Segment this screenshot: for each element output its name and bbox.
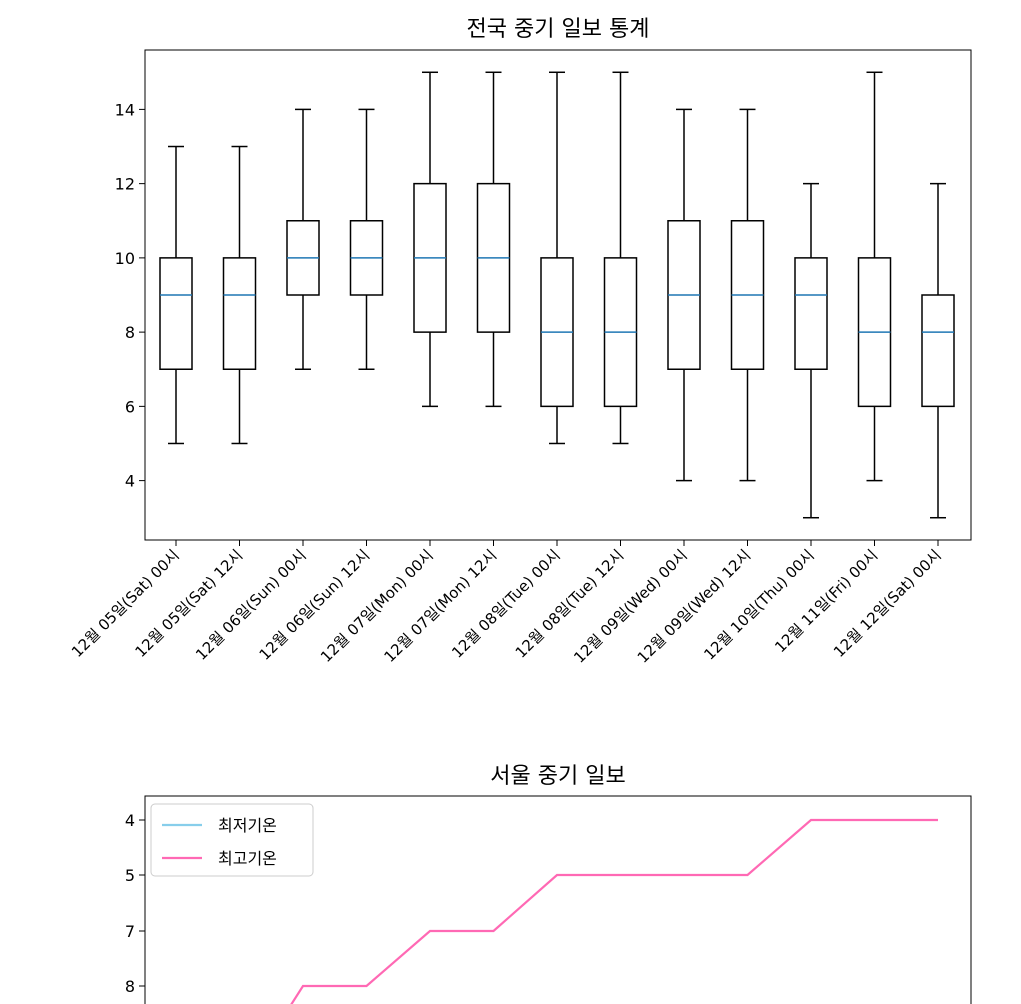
line-chart-title: 서울 중기 일보 (490, 764, 625, 789)
box-chart-title: 전국 중기 일보 통계 (467, 17, 650, 42)
x-tick-label: 12월 08일(Tue) 00시 (448, 546, 564, 662)
y-axis-ticks: 4 5 7 8 (125, 811, 145, 996)
box-iqr (159, 257, 193, 370)
series-line-2 (290, 818, 938, 1004)
y-tick-label: 7 (125, 922, 135, 941)
box-iqr (794, 257, 828, 370)
legend-label: 최저기온 (218, 816, 277, 835)
box-13 (921, 182, 955, 519)
x-tick-label: 12월 10일(Thu) 00시 (700, 546, 817, 663)
box-9 (667, 108, 701, 482)
box-2 (222, 145, 257, 445)
y-tick-label: 4 (125, 472, 135, 491)
x-tick-label: 12월 05일(Sat) 00시 (68, 546, 183, 661)
box-1 (159, 145, 193, 445)
y-tick-label: 12 (115, 175, 135, 194)
box-3 (286, 108, 320, 370)
box-4 (349, 108, 384, 370)
y-tick-label: 10 (115, 249, 135, 268)
legend-label: 최고기온 (218, 849, 277, 868)
y-tick-label: 8 (125, 323, 135, 342)
x-tick-label: 12월 09일(Wed) 00시 (570, 546, 691, 667)
y-axis-ticks: 4 6 8 10 12 14 (115, 100, 145, 491)
y-tick-label: 4 (125, 811, 135, 830)
x-tick-label: 12월 06일(Sun) 12시 (256, 546, 374, 664)
box-iqr (222, 257, 257, 370)
box-7 (540, 71, 574, 445)
box-series (159, 71, 955, 519)
box-5 (413, 71, 447, 408)
x-tick-label: 12월 08일(Tue) 12시 (512, 546, 628, 662)
y-tick-label: 5 (125, 866, 135, 885)
box-10 (730, 108, 765, 482)
box-8 (603, 71, 638, 445)
x-tick-label: 12월 12일(Sat) 00시 (830, 546, 945, 661)
x-tick-label: 12월 07일(Mon) 00시 (317, 546, 437, 666)
line-series (290, 818, 938, 1004)
x-tick-label: 12월 05일(Sat) 12시 (131, 546, 246, 661)
x-tick-label: 12월 09일(Wed) 12시 (634, 546, 755, 667)
box-12 (857, 71, 892, 482)
box-iqr (921, 294, 955, 408)
line-chart-plot-area (144, 795, 972, 1004)
y-tick-label: 14 (115, 100, 135, 119)
box-11 (794, 182, 828, 519)
x-tick-label: 12월 07일(Mon) 12시 (380, 546, 500, 666)
box-chart-plot-area (144, 49, 972, 541)
x-tick-label: 12월 06일(Sun) 00시 (192, 546, 310, 664)
box-6 (476, 71, 511, 408)
y-tick-label: 6 (125, 397, 135, 416)
y-tick-label: 8 (125, 977, 135, 996)
